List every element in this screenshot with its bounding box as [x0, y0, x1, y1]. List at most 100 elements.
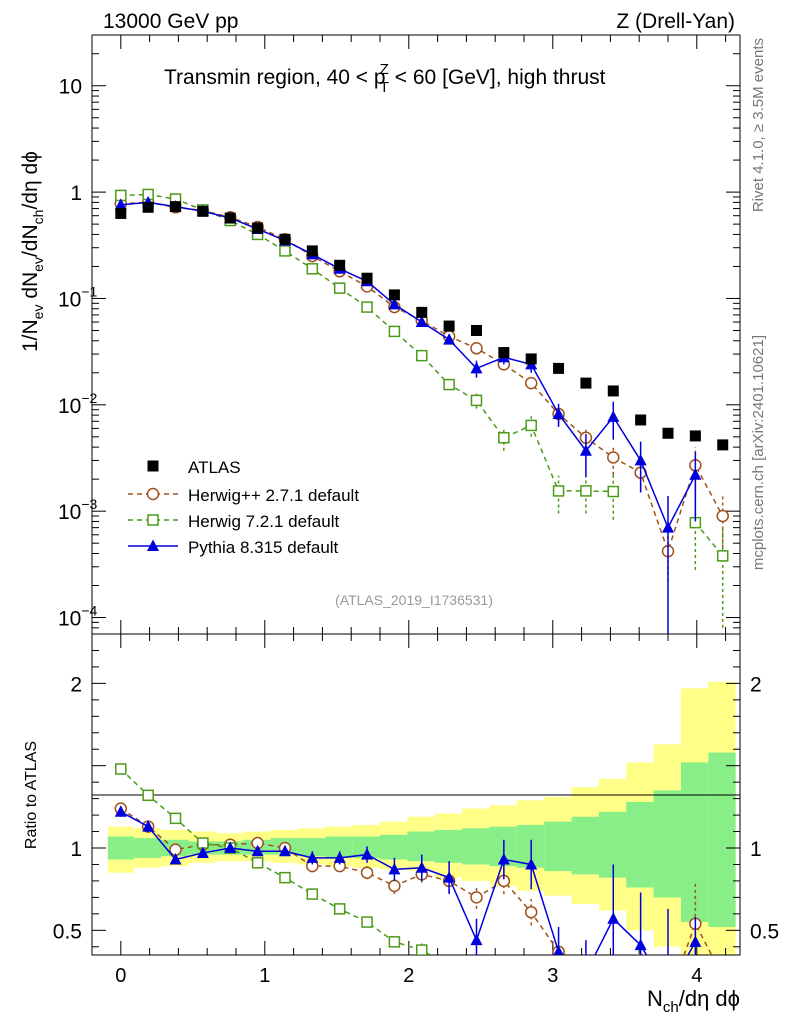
ylabel-part-0: 1/N — [19, 319, 42, 352]
title-superscript: Z — [380, 61, 389, 78]
ylabel-part-1: ev — [30, 305, 46, 320]
atlas-data-point — [115, 207, 127, 219]
band-green-bin — [434, 829, 463, 863]
ratio-y-axis-label: Ratio to ATLAS — [23, 741, 40, 849]
atlas-data-point — [197, 205, 209, 217]
series-3-ratio-point — [169, 853, 182, 865]
ylabel-part-6: /dη dϕ — [19, 151, 42, 209]
series-3-point — [443, 333, 456, 345]
title-subscript: T — [380, 79, 389, 96]
y-tick-label-base: 10 — [58, 608, 81, 631]
series-3-ratio-point — [607, 912, 620, 924]
series-3-ratio-point — [388, 862, 401, 875]
series-3-point — [114, 198, 127, 210]
series-2-point — [525, 419, 537, 432]
series-1-ratio-point — [360, 866, 374, 879]
series-1-point — [716, 509, 729, 523]
series-3-ratio-point — [580, 967, 592, 979]
y-tick-label: 1 — [70, 182, 82, 205]
y-tick-label-base: 10 — [58, 501, 81, 524]
series-3-ratio-point — [497, 853, 510, 865]
band-green-bin — [571, 816, 599, 875]
ylabel-part-3: ev — [30, 257, 46, 272]
ratio-tick-label-left: 0.5 — [53, 920, 82, 943]
plot-title: Transmin region, 40 < pZ T < 60 [GeV], hi… — [164, 61, 606, 96]
series-2-ratio-point — [142, 789, 154, 802]
x-tick-label: 4 — [691, 965, 702, 987]
series-2-point — [333, 282, 346, 294]
atlas-data-point — [170, 201, 182, 213]
atlas-data-point — [662, 427, 674, 439]
atlas-data-point — [717, 439, 729, 451]
series-3-ratio-point — [251, 844, 264, 857]
x-tick-label: 3 — [547, 965, 558, 987]
series-2-point — [306, 263, 319, 275]
y-tick-label-base: 10 — [58, 288, 81, 311]
atlas-data-point — [224, 212, 236, 224]
series-3-ratio-point — [443, 871, 456, 883]
legend-label: Pythia 8.315 default — [188, 538, 339, 557]
series-3-point — [607, 410, 620, 422]
series-2-ratio-point — [115, 763, 127, 775]
series-2-point — [388, 325, 401, 338]
atlas-data-point — [635, 414, 647, 426]
series-1-ratio-point — [470, 891, 483, 904]
x-tick-label: 1 — [259, 965, 270, 987]
series-1-ratio-point — [636, 953, 645, 955]
atlas-data-point — [498, 347, 510, 359]
series-2-ratio-point — [169, 812, 182, 825]
mcplots-url-label: mcplots.cern.ch [arXiv:2401.10621] — [750, 335, 767, 570]
series-2-point — [498, 432, 510, 444]
legend-label: Herwig++ 2.7.1 default — [188, 486, 359, 505]
legend-label: ATLAS — [188, 458, 241, 477]
legend-marker — [147, 539, 159, 551]
series-1-ratio-point — [717, 971, 728, 982]
uncertainty-bands — [107, 681, 736, 955]
series-1-point — [607, 451, 620, 464]
y-tick-label-base: 1 — [70, 182, 82, 205]
series-2-point — [361, 301, 373, 313]
legend-marker — [146, 487, 160, 501]
atlas-data-point — [470, 324, 482, 336]
y-axis-label: 1/Nev dNev/dNch/dη dϕ — [19, 151, 46, 352]
series-3-point — [388, 297, 401, 310]
legend-marker — [147, 460, 159, 472]
xlabel-main: N — [647, 986, 663, 1011]
ratio-tick-label-right: 0.5 — [750, 920, 779, 943]
series-2-point — [607, 485, 620, 498]
series-2-ratio-point — [333, 903, 346, 915]
ylabel-part-2: dN — [19, 272, 42, 305]
ylabel-part-5: ch — [30, 210, 46, 225]
series-3-ratio-point — [415, 861, 428, 873]
band-green-bin — [680, 762, 709, 923]
series-2-ratio-point — [444, 962, 454, 972]
xlabel-sub: ch — [663, 999, 679, 1016]
analysis-watermark: (ATLAS_2019_I1736531) — [335, 592, 493, 608]
series-1-ratio-point — [388, 879, 401, 893]
band-green-bin — [708, 752, 736, 928]
series-3-ratio-point — [525, 857, 538, 870]
ylabel-part-4: /dN — [19, 224, 42, 257]
legend: ATLAS Herwig++ 2.7.1 default Herwig 7.2.1 … — [128, 458, 359, 557]
band-green-bin — [380, 834, 408, 860]
series-3-ratio-point — [224, 841, 237, 853]
legend-label: Herwig 7.2.1 default — [188, 512, 339, 531]
series-2-ratio-point — [471, 971, 481, 981]
series-2-ratio-point — [306, 888, 319, 900]
atlas-data-point — [252, 222, 264, 234]
series-2-ratio-point — [581, 991, 591, 1001]
title-prefix: Transmin region, 40 < p — [164, 66, 386, 89]
series-2-point — [580, 485, 592, 497]
series-1-ratio-point — [524, 905, 538, 919]
series-1-ratio-point — [608, 968, 619, 979]
band-green-bin — [107, 836, 134, 860]
series-2-point — [716, 550, 729, 562]
y-tick-label-exponent: −1 — [81, 283, 97, 299]
series-2-point — [443, 378, 455, 391]
legend-marker — [147, 514, 159, 526]
series-3-point — [689, 468, 702, 480]
y-tick-label-base: 10 — [59, 76, 82, 99]
